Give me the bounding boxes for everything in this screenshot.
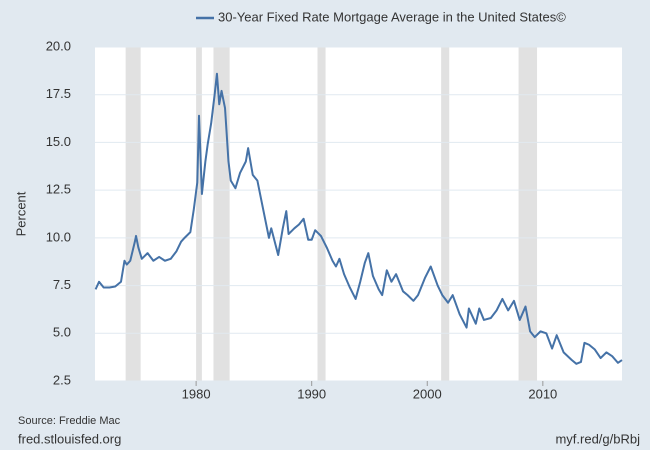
x-tick-label: 1990 (297, 386, 326, 401)
recession-band (196, 47, 202, 381)
y-tick-label: 15.0 (46, 134, 71, 149)
recession-band (441, 47, 450, 381)
x-tick-label: 2010 (528, 386, 557, 401)
recession-band (518, 47, 538, 381)
y-tick-label: 20.0 (46, 38, 71, 53)
recession-band (213, 47, 230, 381)
data-line (94, 72, 623, 365)
short-url: myf.red/g/bRbj (555, 431, 640, 446)
y-tick-label: 12.5 (46, 182, 71, 197)
source: Source: Freddie Mac (18, 415, 121, 427)
plot-area (95, 47, 622, 381)
y-tick-label: 7.5 (53, 277, 71, 292)
x-tick-label: 1980 (182, 386, 211, 401)
y-tick-label: 17.5 (46, 86, 71, 101)
y-tick-label: 2.5 (53, 372, 71, 387)
y-tick-label: 5.0 (53, 325, 71, 340)
site: fred.stlouisfed.org (18, 431, 121, 446)
recession-band (125, 47, 141, 381)
x-tick-label: 2000 (413, 386, 442, 401)
y-tick-label: 10.0 (46, 229, 71, 244)
y-axis-label: Percent (13, 191, 28, 236)
legend-label: 30-Year Fixed Rate Mortgage Average in t… (218, 9, 566, 24)
recession-band (317, 47, 326, 381)
